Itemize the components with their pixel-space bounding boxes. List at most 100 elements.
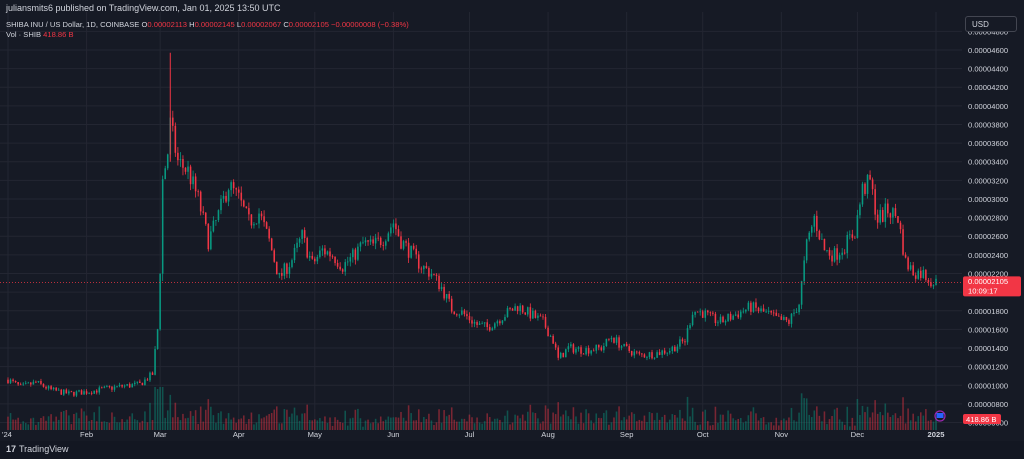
candle-body — [765, 311, 767, 313]
volume-bar — [55, 416, 57, 430]
volume-bar — [184, 418, 187, 430]
volume-bar — [788, 417, 790, 430]
candle-body — [286, 263, 288, 274]
volume-bar — [849, 426, 851, 430]
candle-body — [260, 213, 263, 217]
volume-bar — [917, 416, 920, 430]
volume-bar — [925, 409, 927, 430]
volume-bar — [876, 413, 879, 430]
volume-bar — [260, 418, 263, 430]
candle-body — [22, 383, 24, 385]
candle-body — [405, 241, 407, 243]
volume-bar — [575, 416, 577, 430]
currency-button[interactable]: USD — [965, 16, 1017, 32]
candle-body — [204, 212, 207, 224]
volume-bar — [283, 409, 286, 430]
y-tick-label: 0.00003400 — [968, 158, 1008, 167]
volume-bar — [630, 412, 633, 430]
candle-body — [461, 310, 463, 315]
volume-bar — [836, 407, 838, 430]
volume-bar — [405, 420, 407, 430]
candle-body — [917, 270, 920, 279]
candle-body — [55, 387, 57, 391]
volume-bar — [712, 424, 714, 430]
candle-body — [476, 321, 478, 325]
volume-bar — [729, 413, 732, 430]
x-tick-label: Jul — [465, 430, 475, 439]
candle-body — [831, 255, 833, 262]
volume-bar — [524, 420, 527, 430]
volume-bar — [392, 417, 395, 430]
candle-body — [194, 176, 197, 192]
candle-body — [156, 329, 159, 350]
volume-bar — [638, 419, 641, 430]
candle-body — [483, 322, 486, 324]
candle-body — [816, 215, 818, 231]
candle-body — [843, 252, 846, 254]
candle-body — [362, 242, 364, 244]
volume-bar — [194, 410, 197, 430]
candle-body — [108, 386, 111, 387]
candle-body — [813, 215, 816, 227]
candle-body — [499, 321, 501, 324]
volume-bar — [889, 416, 892, 430]
candle-body — [709, 312, 712, 314]
volume-bar — [410, 413, 412, 430]
tradingview-logo[interactable]: 17 TradingView — [6, 444, 69, 454]
price-badge-value: 0.00002105 — [968, 277, 1008, 286]
candle-body — [828, 249, 831, 256]
volume-bar — [93, 412, 95, 430]
volume-bar — [32, 417, 35, 430]
volume-bar — [199, 406, 202, 430]
volume-bar — [423, 417, 425, 430]
candle-body — [390, 227, 392, 234]
volume-bar — [50, 414, 52, 430]
volume-bar — [658, 419, 661, 430]
volume-bar — [73, 413, 75, 430]
volume-bar — [935, 417, 937, 430]
y-tick-label: 0.00004000 — [968, 102, 1008, 111]
x-tick-label: Jun — [387, 430, 399, 439]
volume-bar — [17, 417, 19, 430]
y-tick-label: 0.00002600 — [968, 232, 1008, 241]
candle-body — [445, 293, 448, 299]
candle-body — [793, 312, 795, 314]
y-tick-label: 0.00002200 — [968, 270, 1008, 279]
volume-bar — [651, 413, 653, 430]
open-value: 0.00002113 — [147, 20, 187, 29]
candle-body — [648, 352, 651, 358]
candle-body — [590, 350, 592, 354]
volume-bar — [537, 418, 539, 430]
candle-body — [410, 245, 412, 258]
volume-bar — [752, 407, 755, 430]
volume-bar — [215, 422, 217, 430]
volume-bar — [402, 417, 405, 430]
candle-body — [674, 346, 676, 352]
volume-bar — [88, 421, 90, 430]
symbol-name[interactable]: SHIBA INU / US Dollar, 1D, COINBASE — [6, 20, 140, 29]
candle-body — [417, 254, 420, 269]
volume-bar — [179, 420, 182, 430]
volume-bar — [765, 424, 767, 430]
volume-bar — [461, 418, 463, 430]
volume-bar — [714, 406, 717, 430]
candle-body — [671, 346, 674, 352]
volume-bar — [466, 421, 468, 430]
candle-body — [549, 336, 552, 337]
candle-body — [798, 304, 800, 313]
volume-bar — [243, 415, 245, 430]
volume-bar — [136, 420, 139, 430]
candle-body — [679, 339, 681, 347]
candle-body — [146, 379, 149, 381]
volume-bar — [250, 412, 253, 430]
candle-body — [597, 344, 600, 348]
volume-bar — [808, 414, 811, 430]
candle-body — [557, 347, 559, 358]
volume-bar — [542, 421, 544, 430]
candle-body — [103, 386, 106, 388]
volume-bar — [636, 421, 638, 430]
volume-bar — [866, 406, 869, 430]
candle-body — [298, 238, 301, 243]
volume-bar — [899, 415, 902, 430]
